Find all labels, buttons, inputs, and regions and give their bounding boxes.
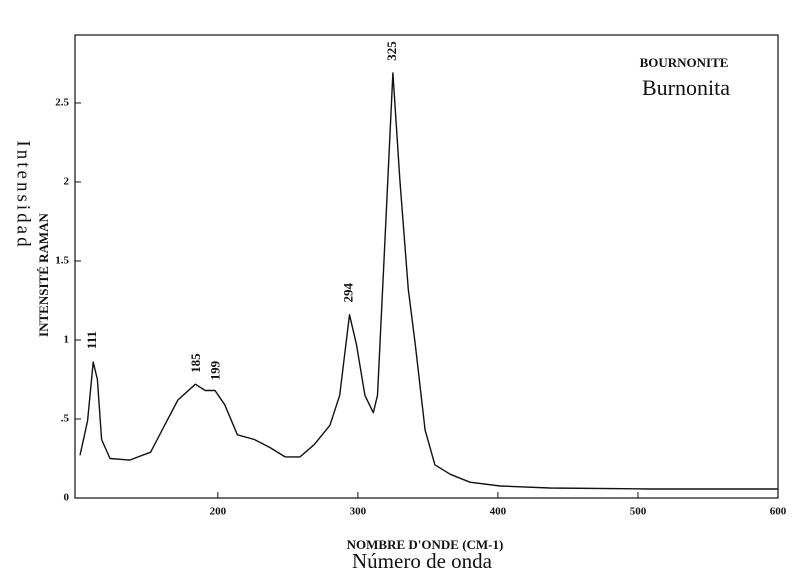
y-tick-label: .5: [61, 413, 70, 425]
x-tick-label: 200: [210, 506, 227, 518]
x-tick-label: 300: [350, 506, 367, 518]
x-tick-label: 500: [630, 506, 647, 518]
x-tick-label: 400: [490, 506, 507, 518]
x-axis-label: NOMBRE D'ONDE (CM-1): [347, 537, 504, 552]
y-tick-label: 2.5: [55, 96, 69, 108]
peak-label: 111: [84, 331, 99, 349]
y-axis-label-2: Intensidad: [13, 140, 34, 249]
peak-label: 325: [384, 41, 399, 61]
peak-label: 199: [207, 360, 222, 380]
x-tick-label: 600: [770, 506, 787, 518]
chart-title: BOURNONITE: [640, 55, 729, 70]
y-tick-label: 0: [64, 492, 70, 504]
plot-frame: [74, 34, 779, 499]
peak-label: 185: [188, 353, 203, 373]
y-tick-label: 1.5: [55, 255, 69, 267]
peak-label: 294: [340, 282, 355, 302]
spectrum-line: [79, 72, 778, 490]
y-tick-label: 1: [64, 334, 70, 346]
x-axis-label-2: Número de onda: [352, 549, 493, 571]
y-tick-label: 2: [64, 175, 70, 187]
y-axis-label: INTENSITÉ RAMAN: [36, 212, 51, 336]
chart-subtitle: Burnonita: [642, 75, 730, 100]
